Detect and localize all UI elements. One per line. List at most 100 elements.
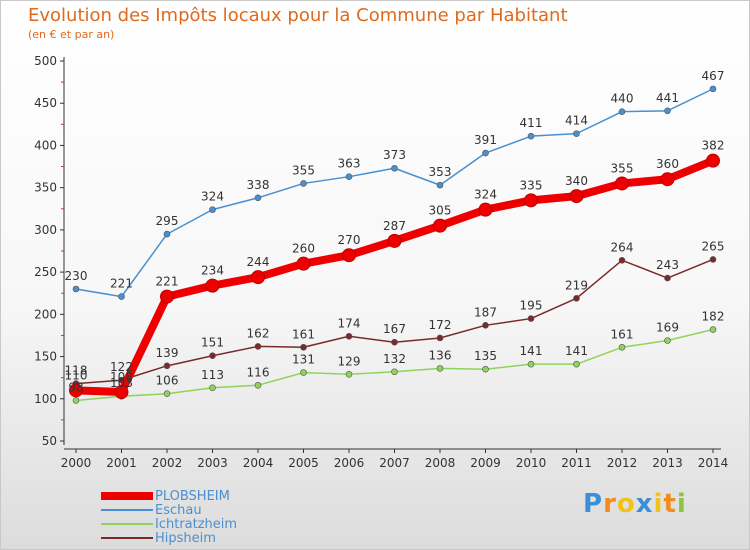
legend-label-eschau: Eschau xyxy=(155,502,202,518)
y-tick-label: 50 xyxy=(42,434,57,448)
data-point-hipsheim xyxy=(391,338,398,346)
data-point-eschau xyxy=(118,293,125,300)
data-point-eschau xyxy=(209,206,216,213)
data-point-eschau xyxy=(345,173,353,180)
data-label-plobsheim: 335 xyxy=(520,178,543,192)
data-point-hipsheim xyxy=(300,343,307,351)
data-label-hipsheim: 243 xyxy=(656,258,679,272)
data-point-ichtratzheim xyxy=(436,365,444,372)
x-tick-label: 2006 xyxy=(334,456,365,470)
data-point-eschau xyxy=(573,130,580,137)
data-point-ichtratzheim xyxy=(618,343,626,351)
data-label-eschau: 221 xyxy=(110,277,133,291)
data-label-eschau: 324 xyxy=(201,190,224,204)
x-tick-label: 2008 xyxy=(425,456,456,470)
y-tick-label: 400 xyxy=(34,138,57,152)
x-tick-label: 2000 xyxy=(61,456,92,470)
data-point-plobsheim xyxy=(615,176,629,191)
data-point-plobsheim xyxy=(433,218,447,233)
data-point-hipsheim xyxy=(209,352,216,360)
data-point-plobsheim xyxy=(251,270,265,285)
data-label-plobsheim: 355 xyxy=(611,161,634,175)
data-label-ichtratzheim: 161 xyxy=(611,327,634,341)
data-point-ichtratzheim xyxy=(664,337,671,344)
x-tick-label: 2003 xyxy=(197,456,228,470)
data-label-ichtratzheim: 132 xyxy=(383,352,406,366)
data-point-plobsheim xyxy=(342,248,356,263)
x-tick-label: 2009 xyxy=(470,456,501,470)
data-label-ichtratzheim: 116 xyxy=(247,365,270,379)
x-tick-label: 2005 xyxy=(288,456,319,470)
x-tick-label: 2011 xyxy=(561,456,592,470)
data-label-eschau: 467 xyxy=(702,69,725,83)
data-label-hipsheim: 172 xyxy=(429,318,452,332)
data-point-eschau xyxy=(527,132,535,140)
data-label-ichtratzheim: 182 xyxy=(702,310,725,324)
data-point-ichtratzheim xyxy=(300,369,307,376)
data-label-eschau: 414 xyxy=(565,114,588,128)
data-point-plobsheim xyxy=(706,153,720,168)
data-point-hipsheim xyxy=(709,256,717,263)
data-point-ichtratzheim xyxy=(163,390,171,398)
data-point-eschau xyxy=(254,194,262,202)
data-label-plobsheim: 360 xyxy=(656,157,679,171)
data-label-plobsheim: 108 xyxy=(110,370,133,384)
data-point-hipsheim xyxy=(527,315,535,322)
data-label-eschau: 440 xyxy=(611,92,634,106)
x-tick-label: 2014 xyxy=(698,456,729,470)
y-tick-label: 450 xyxy=(34,96,57,110)
x-tick-label: 2002 xyxy=(152,456,183,470)
data-label-plobsheim: 270 xyxy=(338,233,361,247)
data-label-hipsheim: 265 xyxy=(702,239,725,253)
logo-letter: x xyxy=(635,489,654,519)
data-point-hipsheim xyxy=(254,343,262,350)
data-label-eschau: 338 xyxy=(247,178,270,192)
chart-subtitle: (en € et par an) xyxy=(28,28,115,41)
data-point-ichtratzheim xyxy=(345,370,353,378)
legend-item-eschau: Eschau xyxy=(101,502,202,518)
y-tick-label: 100 xyxy=(34,392,57,406)
logo-letter: t xyxy=(663,489,677,519)
data-label-plobsheim: 260 xyxy=(292,242,315,256)
data-label-ichtratzheim: 141 xyxy=(565,344,588,358)
data-label-plobsheim: 324 xyxy=(474,188,497,202)
data-label-eschau: 373 xyxy=(383,148,406,162)
x-tick-label: 2013 xyxy=(652,456,683,470)
y-tick-label: 350 xyxy=(34,181,57,195)
data-point-hipsheim xyxy=(345,332,353,340)
data-label-hipsheim: 139 xyxy=(156,346,179,360)
logo-letter: o xyxy=(616,489,636,519)
data-point-plobsheim xyxy=(160,289,174,304)
data-point-eschau xyxy=(391,164,398,172)
data-label-hipsheim: 162 xyxy=(247,326,270,340)
data-label-hipsheim: 118 xyxy=(65,364,88,378)
legend-label-ichtratzheim: Ichtratzheim xyxy=(155,516,238,532)
data-label-eschau: 295 xyxy=(156,214,179,228)
data-label-plobsheim: 110 xyxy=(65,368,88,382)
data-point-hipsheim xyxy=(482,322,489,329)
data-label-ichtratzheim: 169 xyxy=(656,321,679,335)
data-point-ichtratzheim xyxy=(254,381,262,389)
data-label-plobsheim: 244 xyxy=(247,255,270,269)
data-label-hipsheim: 195 xyxy=(520,299,543,313)
data-label-eschau: 230 xyxy=(65,269,88,283)
data-point-ichtratzheim xyxy=(527,360,535,368)
data-label-eschau: 441 xyxy=(656,91,679,105)
data-label-plobsheim: 287 xyxy=(383,219,406,233)
data-label-plobsheim: 340 xyxy=(565,174,588,188)
legend-label-plobsheim: PLOBSHEIM xyxy=(155,488,230,504)
proxiti-logo: Proxiti xyxy=(583,489,687,519)
data-label-hipsheim: 167 xyxy=(383,322,406,336)
legend-item-plobsheim: PLOBSHEIM xyxy=(101,488,230,504)
y-tick-label: 150 xyxy=(34,350,57,364)
x-tick-label: 2004 xyxy=(243,456,274,470)
legend-label-hipsheim: Hipsheim xyxy=(155,530,216,546)
data-point-hipsheim xyxy=(436,334,444,342)
data-label-ichtratzheim: 129 xyxy=(338,354,361,368)
data-point-plobsheim xyxy=(478,202,493,217)
chart-title: Evolution des Impôts locaux pour la Comm… xyxy=(28,5,568,26)
y-tick-label: 250 xyxy=(34,265,57,279)
data-point-ichtratzheim xyxy=(72,397,80,404)
